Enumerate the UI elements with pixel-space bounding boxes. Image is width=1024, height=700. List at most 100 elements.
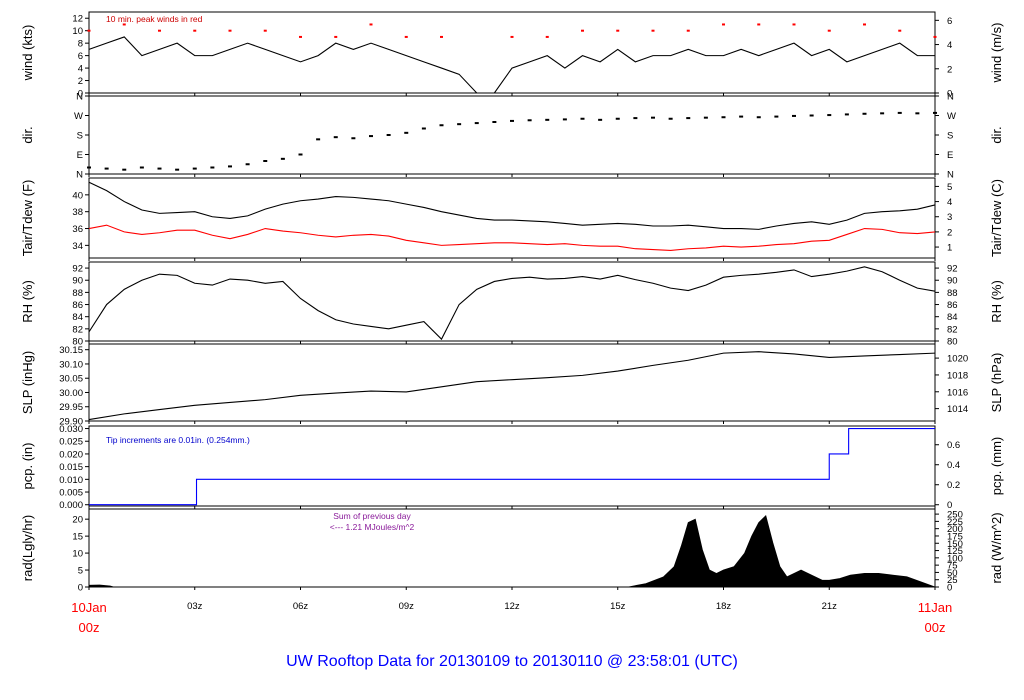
y-tick-label-right: N: [947, 170, 954, 181]
y-tick-label-right: 82: [947, 324, 958, 335]
y-tick-label-left: 38: [72, 207, 83, 218]
y-tick-label-left: 4: [78, 64, 83, 75]
y-tick-label-right: 92: [947, 264, 958, 275]
ylabel-right: Tair/Tdew (C): [989, 179, 1004, 257]
y-tick-label-right: 1020: [947, 354, 968, 365]
y-tick-label-left: 30.05: [59, 374, 83, 385]
peak-point: [757, 23, 761, 26]
y-tick-label-left: 40: [72, 190, 83, 201]
ylabel-right: pcp. (mm): [989, 437, 1004, 496]
data-point: [157, 167, 162, 170]
peak-point: [545, 35, 549, 38]
x-tick-label: 06z: [293, 601, 309, 612]
y-tick-label-right: 75: [947, 561, 958, 572]
data-point: [756, 116, 761, 119]
x-axis: 03z 06z 09z 12z 15z 18z 21z 10Jan 00z 11Jan 00z: [71, 600, 952, 635]
data-point: [562, 118, 567, 121]
panel-annotation: <--- 1.21 MJoules/m^2: [330, 522, 415, 532]
y-tick-label-right: 150: [947, 539, 963, 550]
data-point: [210, 166, 215, 169]
ylabel-right: SLP (hPa): [989, 353, 1004, 413]
y-tick-label-left: 12: [72, 14, 83, 25]
series-Tdew: [88, 224, 936, 251]
y-tick-label-right: 200: [947, 524, 963, 535]
x-start-label: 00z: [79, 620, 100, 635]
data-point: [615, 117, 620, 120]
data-point: [298, 153, 303, 156]
ylabel-right: wind (m/s): [989, 23, 1004, 84]
ylabel-left: rad(Lgly/hr): [20, 515, 35, 581]
data-point: [474, 122, 479, 125]
data-point: [87, 166, 91, 169]
peak-point: [651, 29, 655, 32]
y-tick-label-left: 36: [72, 224, 83, 235]
data-point: [527, 119, 532, 122]
data-point: [510, 119, 514, 122]
y-tick-label-left: 0.020: [59, 449, 83, 460]
data-point: [351, 137, 356, 140]
peak-point: [510, 35, 514, 38]
y-tick-label-right: 25: [947, 575, 958, 586]
data-point: [545, 118, 550, 121]
peak-point: [193, 29, 197, 32]
x-tick-label: 12z: [504, 601, 520, 612]
peak-point: [581, 29, 584, 32]
y-tick-label-right: 1: [947, 243, 952, 254]
y-tick-label-left: 86: [72, 300, 83, 311]
peak-point: [722, 23, 725, 26]
peak-point: [87, 29, 91, 32]
y-tick-label-left: 2: [78, 76, 83, 87]
peak-point: [686, 29, 690, 32]
panel-rad: 051015200255075100125150175200225250rad(…: [20, 508, 1004, 594]
y-tick-label-right: 0: [947, 583, 952, 594]
y-tick-label-right: 6: [947, 16, 952, 27]
y-tick-label-left: 8: [78, 39, 83, 50]
y-tick-label-left: 92: [72, 264, 83, 275]
data-point: [192, 167, 197, 170]
y-tick-label-left: 90: [72, 276, 83, 287]
series-rad: [88, 515, 936, 588]
data-point: [792, 114, 796, 117]
ylabel-left: Tair/Tdew (F): [20, 180, 35, 257]
data-point: [228, 165, 232, 168]
peak-point: [827, 29, 831, 32]
x-tick-label: 15z: [610, 601, 626, 612]
y-tick-label-left: 29.95: [59, 402, 83, 413]
y-tick-label-left: N: [76, 170, 83, 181]
y-tick-label-left: 0.010: [59, 475, 83, 486]
y-tick-label-left: 0.015: [59, 462, 83, 473]
data-point: [369, 135, 373, 138]
y-tick-label-left: 0.000: [59, 500, 83, 511]
data-point: [915, 112, 920, 115]
data-point: [386, 134, 391, 136]
data-point: [933, 111, 937, 114]
y-tick-label-left: 5: [78, 566, 83, 577]
x-tick-label: 03z: [187, 601, 203, 612]
ylabel-left: RH (%): [20, 280, 35, 323]
ylabel-left: wind (kts): [20, 25, 35, 82]
data-point: [633, 117, 638, 120]
data-point: [809, 114, 814, 117]
y-tick-label-right: 1014: [947, 404, 968, 415]
ylabel-left: pcp. (in): [20, 443, 35, 490]
y-tick-label-left: 0.005: [59, 488, 83, 499]
peak-point: [369, 23, 373, 26]
data-point: [245, 163, 250, 166]
panel-frame: [88, 261, 936, 342]
y-tick-label-left: 10: [72, 26, 83, 37]
y-tick-label-left: E: [77, 150, 83, 161]
data-point: [721, 116, 726, 119]
y-tick-label-right: S: [947, 131, 953, 142]
ylabel-left: SLP (inHg): [20, 351, 35, 414]
x-end-label: 00z: [925, 620, 946, 635]
data-point: [421, 127, 426, 130]
x-end-label: 11Jan: [918, 600, 952, 615]
footer-title: UW Rooftop Data for 20130109 to 20130110…: [286, 653, 738, 670]
peak-point: [616, 29, 620, 32]
y-tick-label-right: 125: [947, 546, 963, 557]
series-pcp: [89, 427, 935, 506]
y-tick-label-right: 80: [947, 337, 958, 348]
data-point: [739, 115, 744, 118]
